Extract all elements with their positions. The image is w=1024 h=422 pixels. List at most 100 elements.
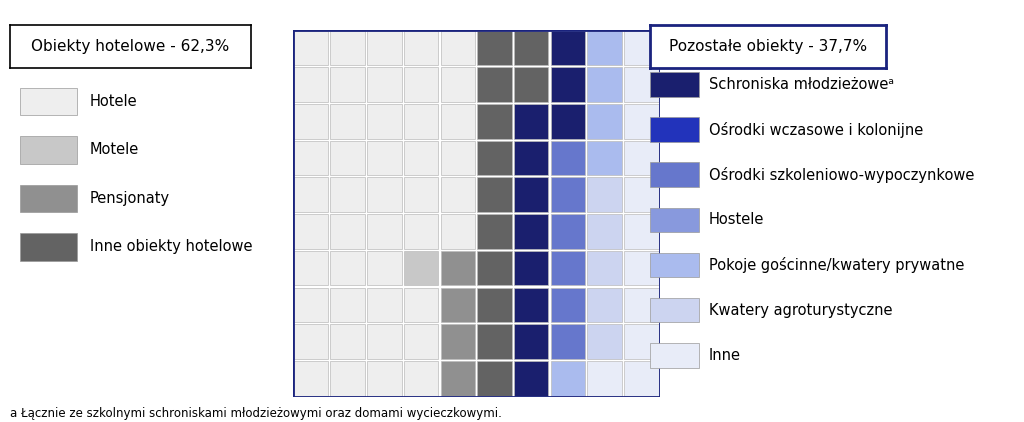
Bar xyxy=(294,141,329,175)
Bar xyxy=(331,251,365,285)
Bar xyxy=(514,31,549,65)
Bar xyxy=(331,325,365,359)
Bar xyxy=(624,31,658,65)
Bar xyxy=(331,31,365,65)
Bar xyxy=(477,361,512,395)
Text: Ośrodki szkoleniowo-wypoczynkowe: Ośrodki szkoleniowo-wypoczynkowe xyxy=(709,167,974,183)
Bar xyxy=(440,288,475,322)
Bar xyxy=(514,361,549,395)
Bar xyxy=(624,104,658,138)
Bar xyxy=(477,214,512,249)
Bar xyxy=(551,68,585,102)
Bar xyxy=(551,214,585,249)
Bar xyxy=(514,178,549,212)
Bar xyxy=(624,251,658,285)
Bar xyxy=(294,104,329,138)
Bar xyxy=(368,251,401,285)
Bar xyxy=(477,31,512,65)
Bar xyxy=(551,104,585,138)
Bar xyxy=(477,141,512,175)
Bar xyxy=(477,68,512,102)
Bar xyxy=(368,325,401,359)
Bar xyxy=(294,361,329,395)
Text: Inne obiekty hotelowe: Inne obiekty hotelowe xyxy=(90,239,253,254)
Bar xyxy=(368,31,401,65)
Bar xyxy=(440,141,475,175)
Bar xyxy=(624,288,658,322)
Bar xyxy=(294,68,329,102)
Bar xyxy=(403,104,438,138)
Bar xyxy=(403,178,438,212)
Bar xyxy=(368,68,401,102)
Bar xyxy=(588,288,622,322)
Bar xyxy=(477,104,512,138)
Text: Pokoje gościnne/kwatery prywatne: Pokoje gościnne/kwatery prywatne xyxy=(709,257,964,273)
Bar xyxy=(368,214,401,249)
Bar xyxy=(440,361,475,395)
Text: Obiekty hotelowe - 62,3%: Obiekty hotelowe - 62,3% xyxy=(32,39,229,54)
Bar xyxy=(551,325,585,359)
Bar xyxy=(588,214,622,249)
Bar xyxy=(477,251,512,285)
Bar xyxy=(440,251,475,285)
Bar xyxy=(551,31,585,65)
Bar xyxy=(294,251,329,285)
Text: Hostele: Hostele xyxy=(709,212,764,227)
Bar xyxy=(588,251,622,285)
Bar xyxy=(514,251,549,285)
Bar xyxy=(368,178,401,212)
Text: a Łącznie ze szkolnymi schroniskami młodzieżowymi oraz domami wycieczkowymi.: a Łącznie ze szkolnymi schroniskami młod… xyxy=(10,407,502,420)
Bar xyxy=(331,141,365,175)
Bar xyxy=(403,68,438,102)
Bar xyxy=(403,251,438,285)
Bar xyxy=(514,104,549,138)
Bar xyxy=(624,325,658,359)
Text: Pensjonaty: Pensjonaty xyxy=(90,191,170,206)
Bar xyxy=(588,178,622,212)
Bar xyxy=(368,361,401,395)
Text: Inne: Inne xyxy=(709,348,740,363)
Bar xyxy=(294,178,329,212)
Bar xyxy=(440,325,475,359)
Bar xyxy=(477,288,512,322)
Bar xyxy=(368,104,401,138)
Bar xyxy=(331,214,365,249)
Bar xyxy=(588,68,622,102)
Text: Ośrodki wczasowe i kolonijne: Ośrodki wczasowe i kolonijne xyxy=(709,122,923,138)
Bar xyxy=(403,325,438,359)
Bar xyxy=(551,288,585,322)
Bar xyxy=(440,68,475,102)
Bar xyxy=(551,141,585,175)
Bar xyxy=(588,325,622,359)
Bar xyxy=(624,178,658,212)
Bar xyxy=(551,178,585,212)
Bar xyxy=(440,31,475,65)
Bar xyxy=(514,325,549,359)
Bar xyxy=(440,178,475,212)
Bar xyxy=(294,214,329,249)
Bar xyxy=(294,325,329,359)
Bar xyxy=(403,31,438,65)
Bar xyxy=(588,104,622,138)
Text: Pozostałe obiekty - 37,7%: Pozostałe obiekty - 37,7% xyxy=(669,39,867,54)
Bar xyxy=(514,68,549,102)
Bar xyxy=(588,31,622,65)
Bar xyxy=(331,178,365,212)
Bar xyxy=(440,104,475,138)
Bar xyxy=(368,288,401,322)
Bar xyxy=(331,288,365,322)
Bar xyxy=(477,178,512,212)
Bar xyxy=(403,141,438,175)
Bar xyxy=(624,361,658,395)
Text: Motele: Motele xyxy=(90,142,139,157)
Bar xyxy=(368,141,401,175)
Bar xyxy=(403,288,438,322)
Bar xyxy=(514,214,549,249)
Bar xyxy=(477,325,512,359)
Bar xyxy=(588,361,622,395)
Text: Hotele: Hotele xyxy=(90,94,138,109)
Bar xyxy=(588,141,622,175)
Text: Schroniska młodzieżoweᵃ: Schroniska młodzieżoweᵃ xyxy=(709,77,894,92)
Bar xyxy=(331,68,365,102)
Text: Kwatery agroturystyczne: Kwatery agroturystyczne xyxy=(709,303,892,318)
